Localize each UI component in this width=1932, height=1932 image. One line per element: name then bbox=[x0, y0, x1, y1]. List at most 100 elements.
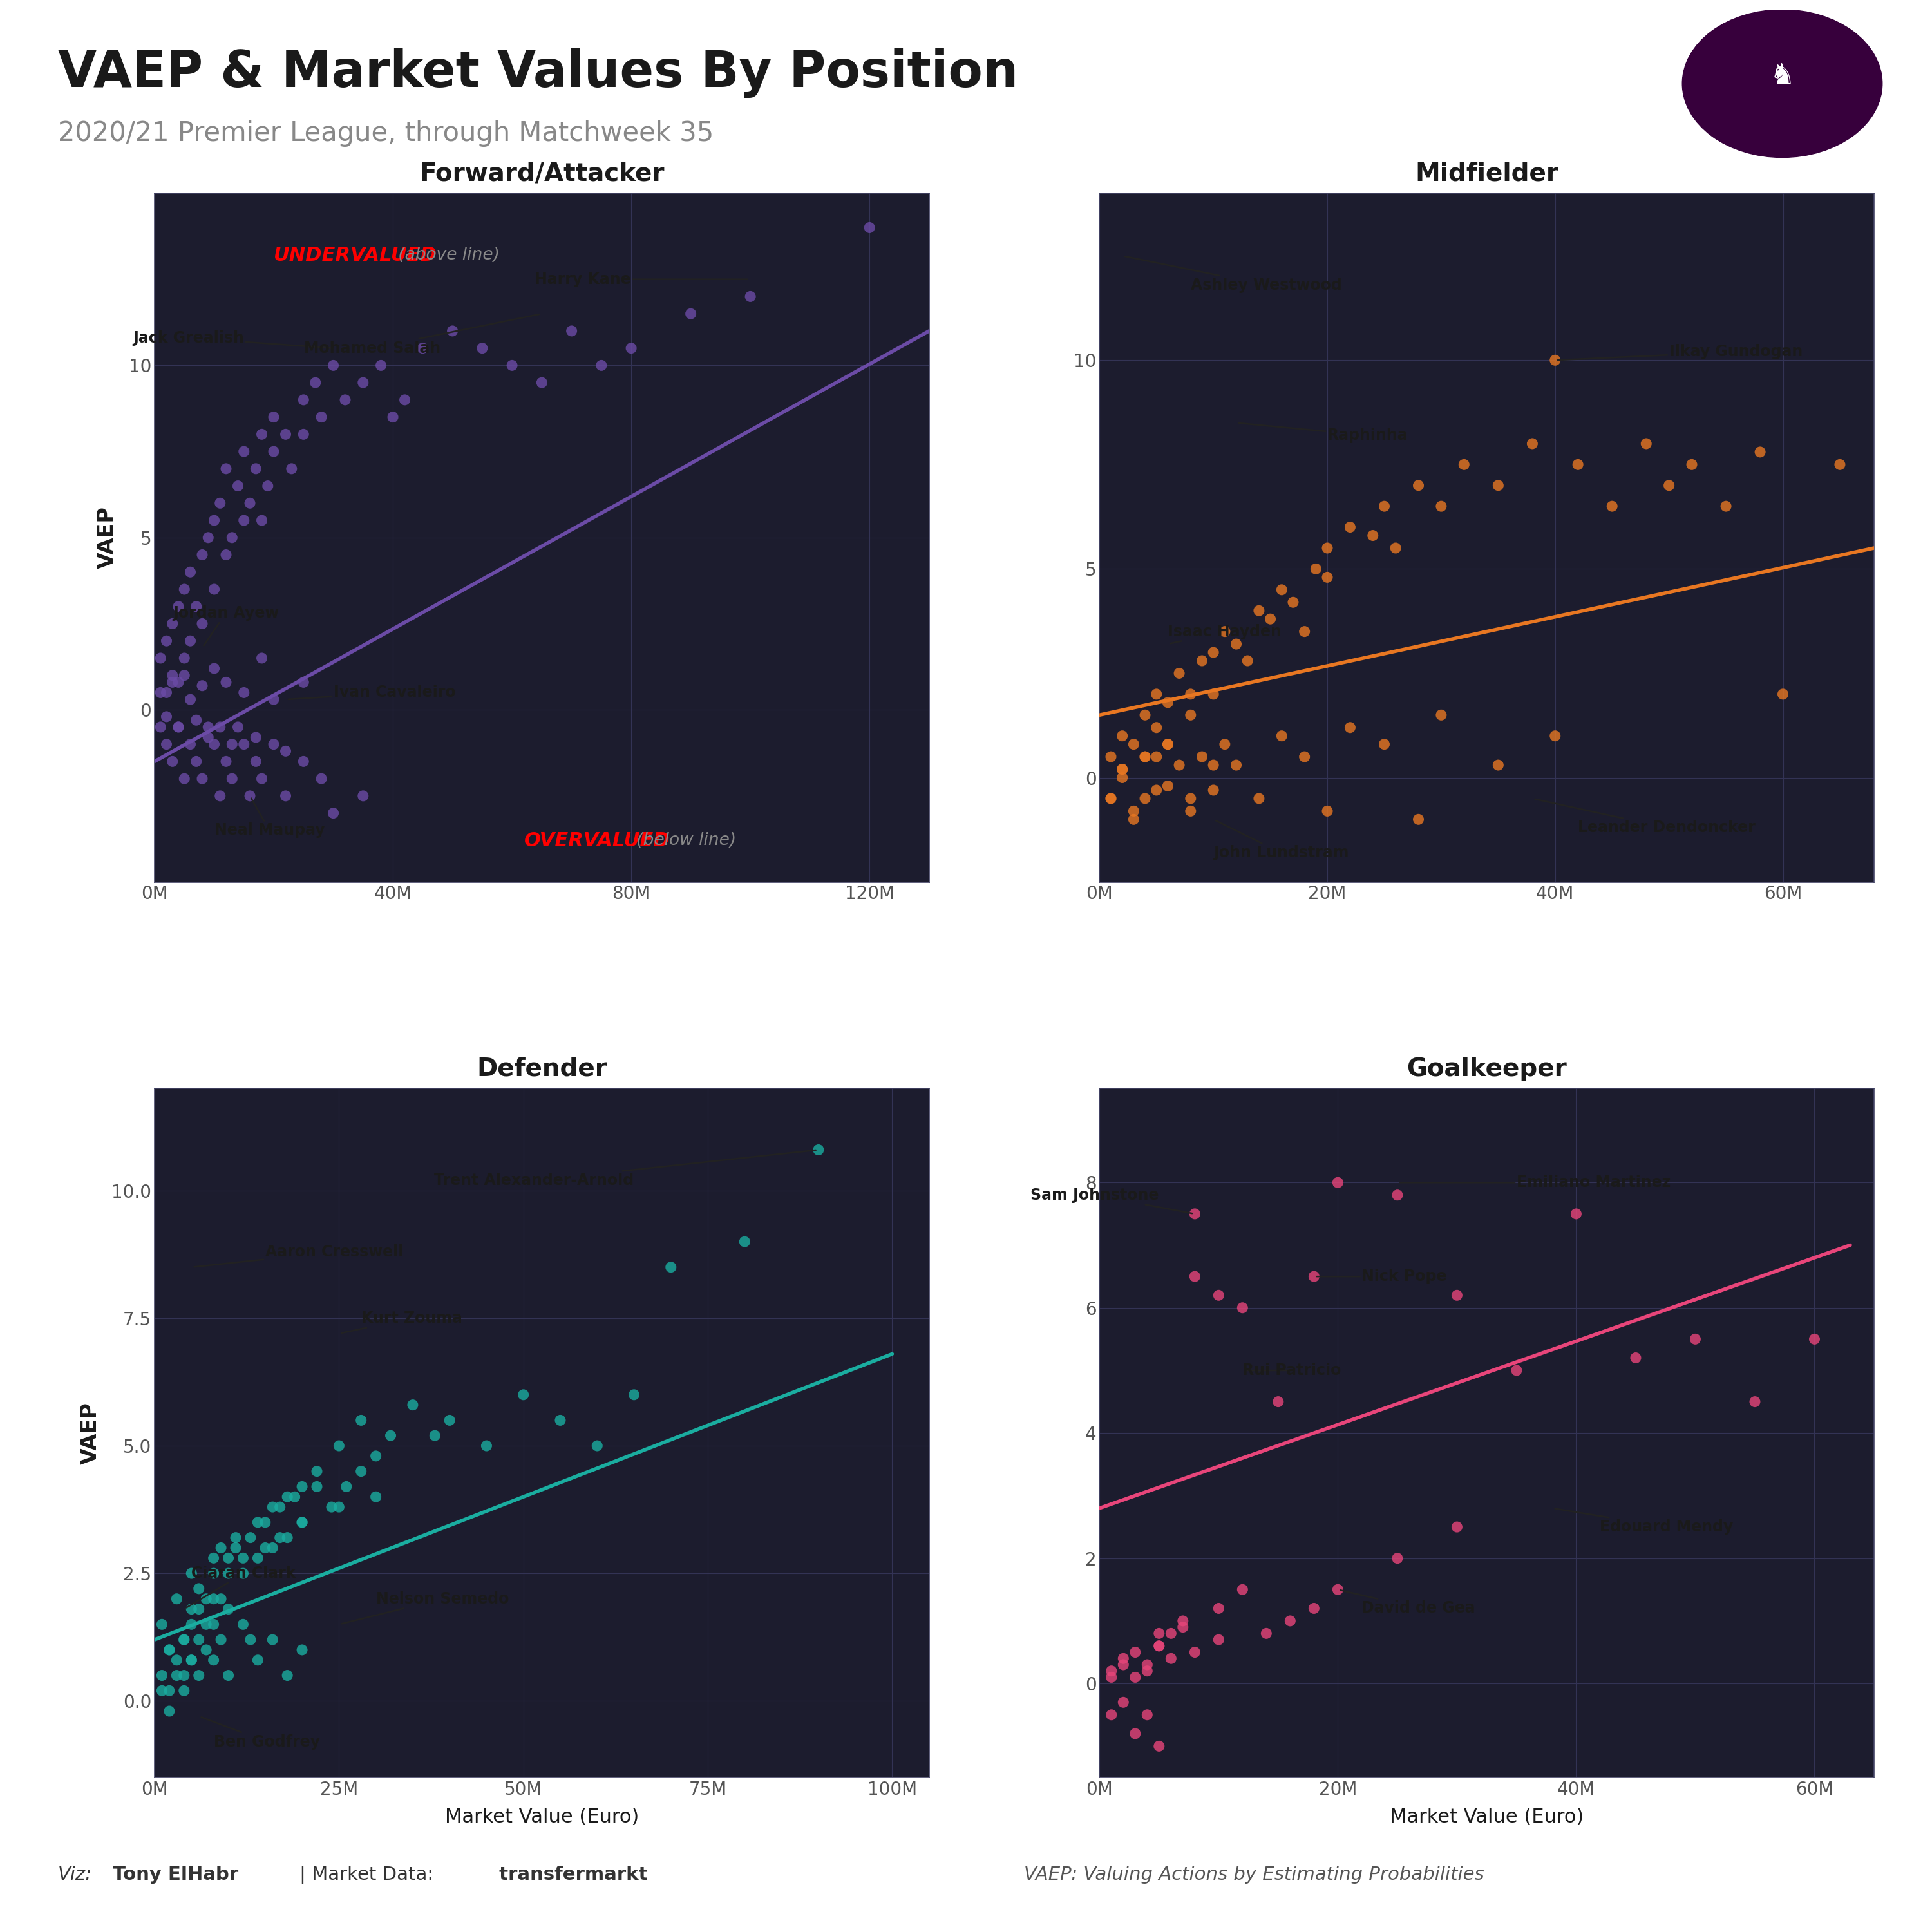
Point bbox=[211, 667, 242, 697]
Point bbox=[259, 728, 290, 759]
Point bbox=[1335, 512, 1366, 543]
Point bbox=[1739, 1387, 1770, 1418]
Text: Ciaran Clark: Ciaran Clark bbox=[185, 1565, 296, 1607]
Point bbox=[156, 746, 187, 777]
Point bbox=[286, 1470, 317, 1501]
Point bbox=[162, 711, 193, 742]
Point bbox=[156, 609, 187, 639]
Point bbox=[272, 1660, 303, 1690]
Point bbox=[187, 763, 218, 794]
Point bbox=[162, 711, 193, 742]
Point bbox=[1277, 587, 1308, 618]
Point bbox=[1167, 1605, 1198, 1636]
Point bbox=[184, 1625, 214, 1656]
Point bbox=[156, 667, 187, 697]
Point bbox=[1710, 491, 1741, 522]
Text: Harry Kane: Harry Kane bbox=[535, 272, 748, 288]
Point bbox=[216, 763, 247, 794]
Text: Nelson Semedo: Nelson Semedo bbox=[342, 1592, 508, 1623]
Point bbox=[1179, 1262, 1209, 1293]
Point bbox=[270, 736, 301, 767]
Point bbox=[147, 1609, 178, 1640]
Point bbox=[556, 315, 587, 346]
Text: John Lundstram: John Lundstram bbox=[1213, 821, 1349, 860]
Point bbox=[147, 1660, 178, 1690]
Point bbox=[734, 280, 765, 311]
Point bbox=[1379, 533, 1410, 564]
Point bbox=[193, 522, 224, 553]
Point bbox=[168, 661, 199, 692]
Point bbox=[1441, 1279, 1472, 1310]
Point bbox=[1198, 775, 1229, 806]
Point bbox=[222, 711, 253, 742]
Text: Mohamed Salah: Mohamed Salah bbox=[303, 315, 539, 355]
Point bbox=[240, 454, 270, 485]
Point bbox=[346, 1457, 377, 1488]
Point bbox=[1426, 699, 1457, 730]
Point bbox=[1204, 1592, 1235, 1623]
Point bbox=[471, 1430, 502, 1461]
Point bbox=[1186, 645, 1217, 676]
Point bbox=[1501, 1354, 1532, 1385]
Point bbox=[247, 504, 278, 535]
Text: Aaron Cresswell: Aaron Cresswell bbox=[193, 1244, 404, 1267]
Point bbox=[228, 437, 259, 468]
Point bbox=[618, 1379, 649, 1410]
Point bbox=[854, 213, 885, 243]
Point bbox=[211, 454, 242, 485]
Point bbox=[1179, 1198, 1209, 1229]
Text: Trent Alexander-Arnold: Trent Alexander-Arnold bbox=[435, 1150, 815, 1188]
Point bbox=[1679, 1323, 1710, 1354]
Point bbox=[1107, 753, 1138, 784]
Point bbox=[213, 1542, 243, 1573]
Point bbox=[242, 1507, 272, 1538]
Point bbox=[1745, 437, 1776, 468]
Point bbox=[299, 367, 330, 398]
Text: Viz:: Viz: bbox=[58, 1866, 93, 1884]
Point bbox=[305, 763, 336, 794]
Point bbox=[182, 746, 213, 777]
Text: Tony ElHabr: Tony ElHabr bbox=[106, 1866, 245, 1884]
Point bbox=[1095, 782, 1126, 813]
Y-axis label: VAEP: VAEP bbox=[79, 1403, 100, 1464]
Text: Jordan Ayew: Jordan Ayew bbox=[172, 605, 278, 645]
Point bbox=[228, 504, 259, 535]
Point bbox=[1095, 782, 1126, 813]
Point bbox=[211, 746, 242, 777]
Point bbox=[228, 676, 259, 707]
Point bbox=[1132, 1700, 1163, 1731]
Point bbox=[1204, 1625, 1235, 1656]
Point bbox=[1095, 742, 1126, 773]
Point bbox=[1321, 1167, 1352, 1198]
Title: Midfielder: Midfielder bbox=[1414, 162, 1559, 185]
Point bbox=[1163, 657, 1194, 688]
Point bbox=[390, 384, 421, 415]
Point bbox=[1403, 804, 1434, 835]
Point bbox=[160, 1660, 191, 1690]
Point bbox=[155, 1634, 185, 1665]
Point bbox=[213, 1594, 243, 1625]
Point bbox=[151, 676, 182, 707]
Point bbox=[236, 1625, 267, 1656]
Point bbox=[1198, 750, 1229, 781]
Point bbox=[1132, 1650, 1163, 1681]
Point bbox=[176, 1644, 207, 1675]
Point bbox=[147, 1675, 178, 1706]
Point bbox=[247, 643, 278, 674]
Text: Isaac Hayden: Isaac Hayden bbox=[1167, 624, 1281, 643]
Point bbox=[1621, 1343, 1652, 1374]
Title: Goalkeeper: Goalkeeper bbox=[1406, 1057, 1567, 1082]
Point bbox=[257, 1492, 288, 1522]
Point bbox=[155, 1696, 185, 1727]
Point bbox=[1142, 742, 1173, 773]
Point bbox=[616, 332, 647, 363]
Point bbox=[435, 1405, 466, 1435]
Point bbox=[184, 1573, 214, 1604]
Point bbox=[288, 746, 319, 777]
Text: Neal Maupay: Neal Maupay bbox=[214, 798, 325, 838]
Point bbox=[804, 1134, 835, 1165]
Point bbox=[1095, 1656, 1126, 1687]
Point bbox=[1132, 1656, 1163, 1687]
Point bbox=[211, 539, 242, 570]
Text: | Market Data:: | Market Data: bbox=[299, 1866, 433, 1884]
